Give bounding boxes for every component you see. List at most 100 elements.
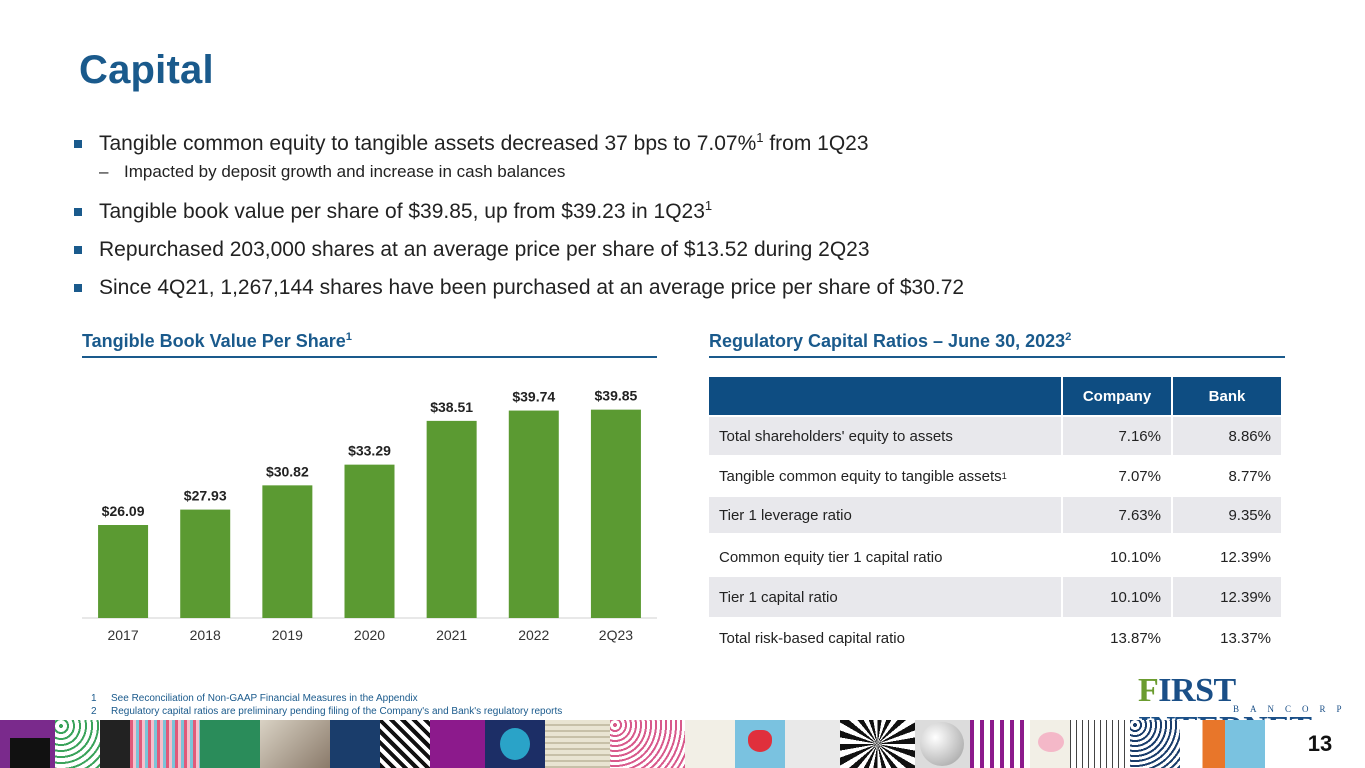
section-divider bbox=[82, 356, 657, 358]
bullet-item: Tangible book value per share of $39.85,… bbox=[74, 198, 1274, 224]
footnotes: 1 See Reconciliation of Non-GAAP Financi… bbox=[91, 692, 562, 718]
bank-value: 13.37% bbox=[1220, 629, 1271, 647]
footnote-number: 2 bbox=[91, 706, 97, 717]
row-label-text: Total risk-based capital ratio bbox=[719, 629, 905, 647]
data-label: $30.82 bbox=[266, 463, 309, 479]
bank-value: 12.39% bbox=[1173, 577, 1281, 617]
sub-bullet-text: Impacted by deposit growth and increase … bbox=[124, 162, 566, 181]
sphere-icon bbox=[920, 722, 964, 766]
bullet-text: Repurchased 203,000 shares at an average… bbox=[99, 238, 870, 261]
bar-2q23 bbox=[590, 409, 641, 618]
decor-tile bbox=[1265, 720, 1365, 768]
bar-2020 bbox=[344, 464, 395, 618]
footnote-number: 1 bbox=[91, 693, 97, 704]
bullet-item: Tangible common equity to tangible asset… bbox=[74, 130, 1274, 156]
dash-marker: – bbox=[99, 162, 109, 181]
row-label-text: Tier 1 leverage ratio bbox=[719, 506, 852, 524]
footnote-text: Regulatory capital ratios are preliminar… bbox=[111, 706, 563, 717]
logo-subtext: BANCORP bbox=[1233, 704, 1353, 714]
decor-tile bbox=[685, 720, 735, 768]
bar-2017 bbox=[98, 525, 149, 618]
decor-tile bbox=[200, 720, 260, 768]
table-row: Common equity tier 1 capital ratio 10.10%… bbox=[709, 537, 1283, 577]
table-row: Total risk-based capital ratio 13.87% 13.3… bbox=[709, 618, 1283, 658]
x-tick-label: 2017 bbox=[107, 627, 138, 643]
bullet-text: Tangible book value per share of $39.85,… bbox=[99, 200, 705, 223]
bank-value: 9.35% bbox=[1173, 497, 1281, 533]
decor-tile bbox=[55, 720, 100, 768]
bullet-list: Tangible common equity to tangible asset… bbox=[74, 130, 1274, 314]
bar-2021 bbox=[426, 420, 477, 618]
company-value: 7.16% bbox=[1063, 417, 1171, 455]
footnote: 2 Regulatory capital ratios are prelimin… bbox=[91, 705, 562, 718]
table-section-title: Regulatory Capital Ratios – June 30, 202… bbox=[709, 331, 1071, 352]
table-row: Total shareholders' equity to assets 7.16… bbox=[709, 417, 1283, 455]
decor-tile bbox=[330, 720, 380, 768]
decor-tile bbox=[130, 720, 200, 768]
data-label: $33.29 bbox=[348, 443, 391, 459]
decor-tile bbox=[785, 720, 840, 768]
table-row: Tangible common equity to tangible asset… bbox=[709, 457, 1283, 495]
bullet-text: Tangible common equity to tangible asset… bbox=[99, 132, 757, 155]
row-label: Total risk-based capital ratio bbox=[709, 618, 1061, 658]
row-label: Total shareholders' equity to assets bbox=[709, 417, 1061, 455]
company-value: 7.07% bbox=[1118, 467, 1161, 485]
data-label: $38.51 bbox=[430, 399, 473, 415]
row-label-text: Common equity tier 1 capital ratio bbox=[719, 548, 943, 566]
footnote-ref: 2 bbox=[1065, 331, 1072, 343]
glove-icon bbox=[1225, 720, 1265, 768]
data-label: $39.85 bbox=[595, 388, 638, 404]
decor-tile bbox=[545, 720, 610, 768]
bar-2018 bbox=[180, 509, 231, 618]
capital-ratios-table: Company Bank Total shareholders' equity … bbox=[709, 377, 1283, 662]
data-label: $26.09 bbox=[102, 503, 145, 519]
section-divider bbox=[709, 356, 1285, 358]
footnote: 1 See Reconciliation of Non-GAAP Financi… bbox=[91, 692, 562, 705]
table-header-row: Company Bank bbox=[709, 377, 1283, 415]
bar-2022 bbox=[508, 410, 559, 618]
footnote-ref: 1 bbox=[345, 331, 352, 343]
decor-tile bbox=[1070, 720, 1130, 768]
bar-2019 bbox=[262, 485, 313, 618]
decor-tile bbox=[500, 728, 530, 760]
x-tick-label: 2020 bbox=[354, 627, 385, 643]
piggy-bank-icon bbox=[1038, 732, 1064, 752]
table-header-bank: Bank bbox=[1173, 377, 1281, 415]
company-value: 10.10% bbox=[1063, 577, 1171, 617]
bank-value: 8.77% bbox=[1228, 467, 1271, 485]
chart-section-title-text: Tangible Book Value Per Share bbox=[82, 331, 346, 351]
company-value: 7.63% bbox=[1063, 497, 1171, 533]
footnote-ref: 1 bbox=[704, 198, 713, 213]
row-label: Tangible common equity to tangible asset… bbox=[719, 467, 1007, 485]
decorative-footer-strip bbox=[0, 720, 1365, 768]
decor-tile bbox=[1130, 720, 1180, 768]
bank-value: 12.39% bbox=[1220, 548, 1271, 566]
row-label: Tier 1 capital ratio bbox=[709, 577, 1061, 617]
x-tick-label: 2019 bbox=[272, 627, 303, 643]
footnote-ref: 1 bbox=[756, 130, 764, 145]
data-label: $39.74 bbox=[512, 389, 555, 405]
x-tick-label: 2021 bbox=[436, 627, 467, 643]
page-title: Capital bbox=[79, 48, 214, 92]
decor-tile bbox=[970, 720, 1030, 768]
table-section-title-text: Regulatory Capital Ratios – June 30, 202… bbox=[709, 331, 1066, 351]
bank-value: 8.86% bbox=[1173, 417, 1281, 455]
tangible-book-value-chart: $26.09 2017 $27.93 2018 $30.82 2019 $33.29 2020… bbox=[82, 388, 657, 643]
heart-icon bbox=[748, 730, 772, 752]
row-label-text: Tangible common equity to tangible asset… bbox=[719, 467, 1002, 485]
table-row: Tier 1 capital ratio 10.10% 12.39% bbox=[709, 577, 1283, 617]
row-label: Common equity tier 1 capital ratio bbox=[709, 537, 1061, 577]
decor-tile bbox=[430, 720, 485, 768]
bullet-item: Repurchased 203,000 shares at an average… bbox=[74, 238, 1274, 262]
chart-section-title: Tangible Book Value Per Share1 bbox=[82, 331, 352, 352]
decor-tile bbox=[10, 738, 50, 768]
table-row: Tier 1 leverage ratio 7.63% 9.35% bbox=[709, 497, 1283, 533]
decor-tile bbox=[260, 720, 330, 768]
row-label: Tier 1 leverage ratio bbox=[709, 497, 1061, 533]
company-value: 10.10% bbox=[1110, 548, 1161, 566]
bullet-text-tail: from 1Q23 bbox=[763, 132, 869, 155]
bullet-text: Since 4Q21, 1,267,144 shares have been p… bbox=[99, 276, 965, 299]
data-label: $27.93 bbox=[184, 488, 227, 504]
sub-bullet: – Impacted by deposit growth and increas… bbox=[74, 162, 1274, 182]
x-tick-label: 2022 bbox=[518, 627, 549, 643]
